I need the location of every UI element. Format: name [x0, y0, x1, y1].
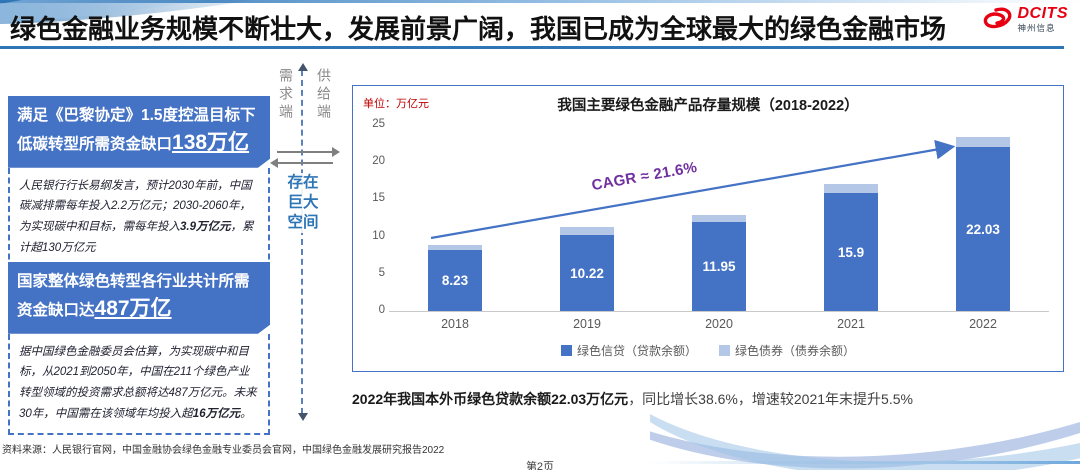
bar-chart-plot-area: 8.23 10.22 11.95 15.9 22.03: [389, 125, 1049, 312]
box2-body: 据中国绿色金融委员会估算，为实现碳中和目标，从2021到2050年，中国在211…: [8, 333, 270, 435]
box1-body-text2: ，累计超130万亿元: [19, 221, 254, 254]
chart-unit-label: 单位：万亿元: [363, 98, 429, 110]
bar-segment-loan-2019: 10.22: [560, 235, 614, 311]
chart-title: 我国主要绿色金融产品存量规模（2018-2022）: [557, 98, 859, 114]
x-axis-label-2020: 2020: [705, 317, 733, 331]
y-tick-label: 25: [372, 118, 385, 130]
legend-item: 绿色债券（债券余额）: [719, 342, 855, 359]
funding-gap-box-paris: 满足《巴黎协定》1.5度控温目标下 低碳转型所需资金缺口138万亿 人民银行行长…: [8, 96, 270, 269]
bar-segment-bond-2022: [956, 137, 1010, 147]
x-axis-label-2019: 2019: [573, 317, 601, 331]
bar-slot-2022: 22.03: [917, 125, 1049, 311]
x-axis-label-2022: 2022: [969, 317, 997, 331]
box1-heading-highlight: 138万亿: [172, 131, 250, 155]
y-tick-label: 5: [378, 266, 385, 279]
bar-segment-loan-2020: 11.95: [692, 222, 746, 311]
bar-slot-2018: 8.23: [389, 125, 521, 311]
y-tick-label: 10: [372, 229, 385, 242]
bar-segment-bond-2018: [428, 245, 482, 250]
box2-heading-prefix: 国家整体绿色转型各行业共计所需资金缺口达: [17, 273, 250, 320]
page-number: 第2页: [525, 461, 555, 470]
gap-label-line2: 巨大: [287, 194, 319, 212]
bar-segment-loan-2018: 8.23: [428, 250, 482, 311]
box2-body-bold: 16万亿元: [192, 407, 241, 420]
arrow-down-icon: [298, 413, 308, 421]
bar-value-label: 10.22: [570, 265, 604, 281]
bar-segment-loan-2022: 22.03: [956, 147, 1010, 311]
bar-value-label: 22.03: [966, 221, 1000, 237]
huge-gap-label: 存在 巨大 空间: [284, 173, 322, 234]
logo-swirl-icon: [983, 7, 1011, 29]
box2-body-text2: 。: [240, 407, 252, 420]
chart-caption: 2022年我国本外币绿色贷款余额22.03万亿元，同比增长38.6%，增速较20…: [352, 389, 913, 409]
x-axis-label-2018: 2018: [441, 317, 469, 331]
bar-segment-bond-2021: [824, 184, 878, 193]
box1-heading-line1: 满足《巴黎协定》1.5度控温目标下: [17, 107, 256, 124]
caption-bold-text: 2022年我国本外币绿色贷款余额22.03万亿元: [352, 391, 629, 407]
box2-heading: 国家整体绿色转型各行业共计所需资金缺口达487万亿: [8, 262, 270, 334]
funding-gap-box-national: 国家整体绿色转型各行业共计所需资金缺口达487万亿 据中国绿色金融委员会估算，为…: [8, 262, 270, 435]
y-tick-label: 15: [372, 192, 385, 205]
logo-brand-text: DCITS: [1017, 4, 1068, 22]
x-axis-label-2021: 2021: [837, 317, 865, 331]
legend-swatch-icon: [560, 345, 572, 356]
bar-value-label: 15.9: [837, 244, 865, 260]
title-divider-line: [0, 46, 1064, 49]
bar-segment-loan-2021: 15.9: [824, 193, 878, 311]
bar-slot-2020: 11.95: [653, 125, 785, 311]
box1-heading: 满足《巴黎协定》1.5度控温目标下 低碳转型所需资金缺口138万亿: [8, 96, 270, 168]
caption-regular-text: ，同比增长38.6%，增速较2021年末提升5.5%: [628, 391, 913, 407]
box2-heading-highlight: 487万亿: [94, 297, 172, 321]
box2-body-text: 据中国绿色金融委员会估算，为实现碳中和目标，从2021到2050年，中国在211…: [19, 345, 257, 420]
y-tick-label: 20: [372, 155, 385, 168]
arrow-right-icon: [277, 147, 340, 157]
box1-body-bold: 3.9万亿元: [180, 221, 231, 234]
chart-legend: 绿色信贷（贷款余额） 绿色债券（债券余额）: [353, 342, 1063, 359]
legend-item: 绿色信贷（贷款余额）: [560, 342, 697, 359]
box1-heading-prefix: 低碳转型所需资金缺口: [17, 136, 173, 154]
legend-label: 绿色信贷（贷款余额）: [576, 344, 697, 358]
top-accent-strip: [0, 0, 1080, 3]
bar-slot-2021: 15.9: [785, 125, 917, 311]
bar-slot-2019: 10.22: [521, 125, 653, 311]
bar-segment-bond-2019: [560, 227, 614, 235]
supply-side-label: 供给端: [316, 68, 332, 122]
demand-side-label: 需求端: [278, 68, 294, 122]
company-logo: DCITS 神州信息: [980, 5, 1069, 33]
y-tick-label: 0: [378, 304, 385, 316]
legend-label: 绿色债券（债券余额）: [735, 344, 856, 358]
x-axis-labels: 2018 2019 2020 2021 2022: [389, 317, 1049, 331]
data-source-note: 资料来源：人民银行官网，中国金融协会绿色金融专业委员会官网，中国绿色金融发展研究…: [2, 445, 445, 456]
bar-value-label: 8.23: [441, 273, 469, 288]
logo-subtitle-text: 神州信息: [1017, 22, 1056, 33]
box1-body: 人民银行行长易纲发言，预计2030年前，中国碳减排需每年投入2.2万亿元；203…: [8, 167, 270, 269]
arrow-up-icon: [298, 63, 308, 71]
gap-dashed-axis: [298, 63, 308, 421]
gap-label-line3: 空间: [287, 214, 319, 232]
bar-segment-bond-2020: [692, 215, 746, 222]
bar-value-label: 11.95: [702, 259, 736, 274]
page-title: 绿色金融业务规模不断壮大，发展前景广阔，我国已成为全球最大的绿色金融市场: [10, 14, 947, 44]
gap-label-line1: 存在: [287, 174, 319, 191]
box1-body-text: 人民银行行长易纲发言，预计2030年前，中国碳减排需每年投入2.2万亿元；203…: [19, 179, 252, 234]
legend-swatch-icon: [719, 345, 730, 356]
arrow-left-icon: [270, 158, 333, 168]
chart-panel: 单位：万亿元 我国主要绿色金融产品存量规模（2018-2022） 8.23 10.…: [352, 85, 1064, 372]
